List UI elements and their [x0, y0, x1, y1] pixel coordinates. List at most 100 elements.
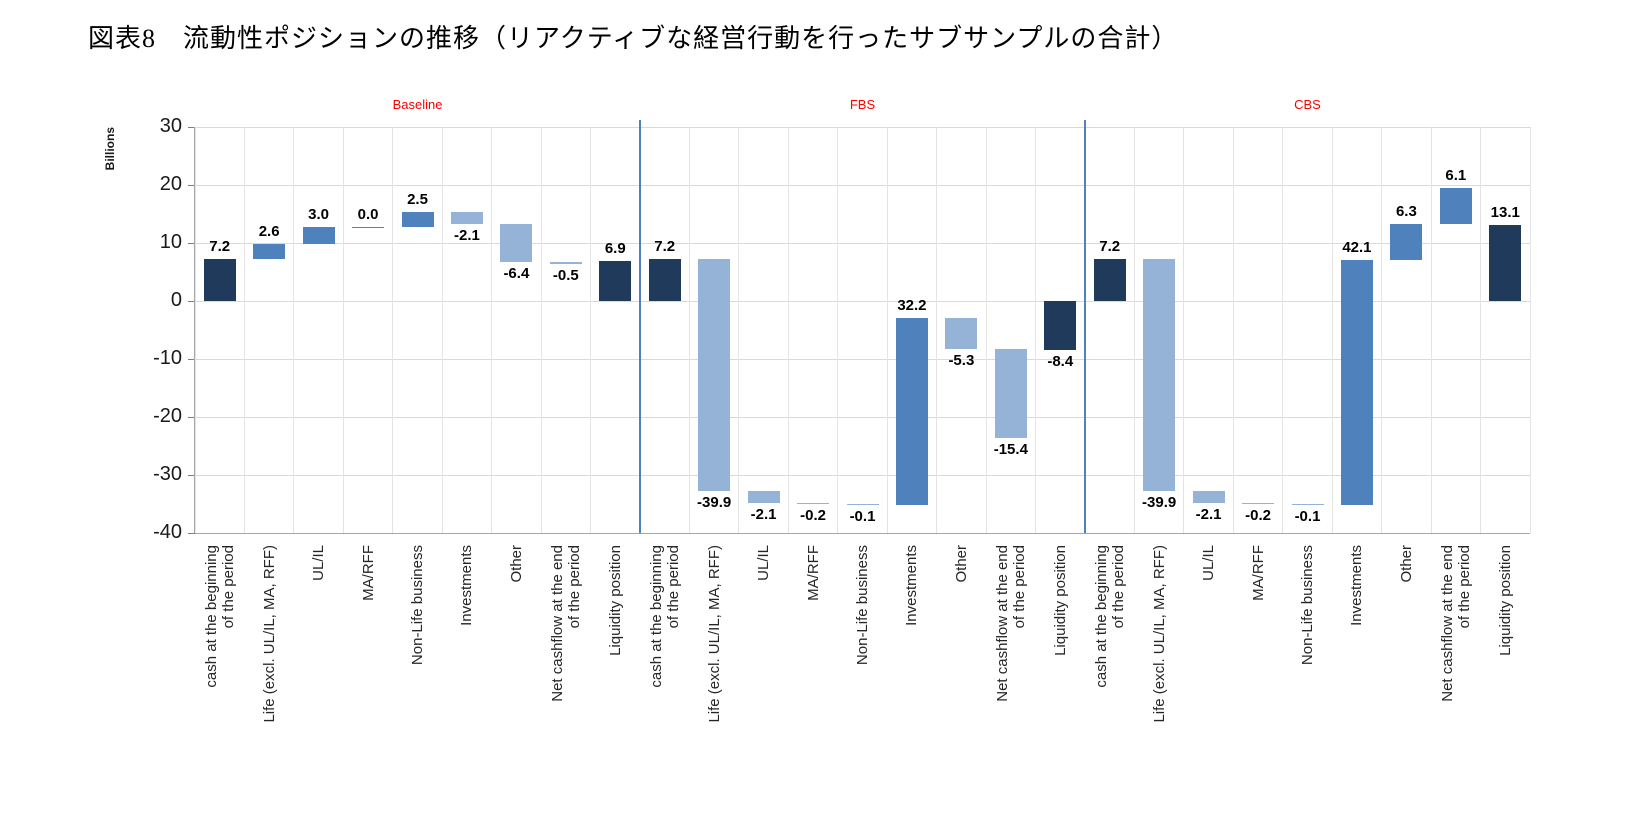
vertical-gridline — [1430, 127, 1432, 533]
category-label-fbs-1: Life (excl. UL/IL, MA, RFF) — [705, 545, 723, 723]
vertical-gridline — [837, 127, 839, 533]
gridline — [195, 474, 1530, 476]
gridline — [195, 300, 1530, 302]
category-label-fbs-2: UL/IL — [755, 545, 773, 581]
bar-cbs-5 — [1340, 260, 1373, 505]
vertical-gridline — [590, 127, 592, 533]
bar-fbs-0 — [648, 259, 681, 301]
value-label-cbs-0: 7.2 — [1099, 238, 1121, 256]
y-axis-tick — [188, 416, 195, 418]
category-label-fbs-5: Investments — [903, 545, 921, 626]
category-label-cbs-6: Other — [1397, 545, 1415, 583]
category-label-cbs-3: MA/RFF — [1249, 545, 1267, 601]
value-label-baseline-6: -6.4 — [503, 264, 530, 282]
category-label-fbs-8: Liquidity position — [1051, 545, 1069, 656]
vertical-gridline — [1381, 127, 1383, 533]
bar-cbs-7 — [1439, 188, 1472, 224]
bar-fbs-8 — [1044, 301, 1077, 350]
bar-fbs-5 — [895, 317, 928, 505]
y-axis-tick — [188, 358, 195, 360]
vertical-gridline — [491, 127, 493, 533]
vertical-gridline — [1480, 127, 1482, 533]
value-label-cbs-3: -0.2 — [1245, 507, 1271, 524]
category-label-cbs-5: Investments — [1348, 545, 1366, 626]
value-label-baseline-4: 2.5 — [407, 191, 428, 209]
gridline — [195, 184, 1530, 186]
value-label-fbs-5: 32.2 — [897, 296, 927, 314]
vertical-gridline — [688, 127, 690, 533]
value-label-cbs-6: 6.3 — [1395, 202, 1417, 220]
category-label-cbs-1: Life (excl. UL/IL, MA, RFF) — [1150, 545, 1168, 723]
bar-baseline-5 — [450, 212, 483, 225]
bar-baseline-4 — [401, 212, 434, 227]
bar-fbs-7 — [994, 348, 1027, 438]
y-axis-tick — [188, 242, 195, 244]
category-label-fbs-4: Non-Life business — [854, 545, 871, 666]
vertical-gridline — [243, 127, 245, 533]
panel-label-baseline: Baseline — [392, 97, 443, 112]
category-label-fbs-0: cash at the beginning of the period — [647, 545, 682, 688]
value-label-baseline-7: -0.5 — [552, 267, 579, 285]
gridline — [195, 358, 1530, 360]
vertical-gridline — [1133, 127, 1135, 533]
gridline — [195, 416, 1530, 418]
value-label-fbs-4: -0.1 — [849, 507, 876, 525]
category-label-baseline-5: Investments — [458, 545, 476, 626]
vertical-gridline — [738, 127, 740, 533]
value-label-fbs-6: -5.3 — [948, 351, 975, 369]
value-label-cbs-7: 6.1 — [1445, 167, 1467, 185]
y-axis-tick-label: -20 — [153, 405, 182, 427]
bar-cbs-1 — [1143, 259, 1176, 491]
bar-cbs-3 — [1242, 502, 1275, 504]
category-label-cbs-4: Non-Life business — [1299, 545, 1316, 666]
bar-baseline-8 — [599, 260, 632, 301]
category-label-fbs-7: Net cashflow at the end of the period — [993, 545, 1028, 702]
panel-label-fbs: FBS — [849, 97, 876, 112]
y-axis-tick — [188, 474, 195, 476]
category-label-cbs-0: cash at the beginning of the period — [1092, 545, 1127, 688]
value-label-cbs-1: -39.9 — [1142, 493, 1177, 511]
vertical-gridline — [540, 127, 542, 533]
y-axis-tick-label: -30 — [153, 463, 182, 485]
category-label-cbs-7: Net cashflow at the end of the period — [1438, 545, 1473, 702]
bar-cbs-6 — [1390, 223, 1423, 261]
y-axis-tick-label: -40 — [153, 521, 182, 543]
bar-fbs-6 — [945, 317, 978, 349]
category-label-baseline-8: Liquidity position — [606, 545, 624, 656]
y-axis-tick — [188, 532, 195, 534]
y-axis-tick — [188, 126, 195, 128]
y-axis-tick-label: 0 — [170, 289, 182, 311]
bar-baseline-6 — [500, 224, 533, 262]
value-label-cbs-5: 42.1 — [1342, 239, 1372, 257]
vertical-gridline — [392, 127, 394, 533]
y-axis-tick-label: 20 — [159, 173, 182, 195]
vertical-gridline — [342, 127, 344, 533]
y-axis-tick-label: -10 — [153, 347, 182, 369]
bar-fbs-4 — [846, 504, 879, 505]
value-label-fbs-8: -8.4 — [1047, 352, 1074, 370]
category-label-fbs-3: MA/RFF — [804, 545, 822, 601]
category-label-baseline-1: Life (excl. UL/IL, MA, RFF) — [260, 545, 278, 723]
y-axis-unit-label: Billions — [103, 127, 117, 171]
value-label-cbs-2: -2.1 — [1195, 505, 1222, 523]
panel-label-cbs: CBS — [1294, 97, 1321, 112]
value-label-baseline-1: 2.6 — [258, 223, 280, 241]
value-label-fbs-1: -39.9 — [697, 493, 732, 511]
vertical-gridline — [985, 127, 987, 533]
panel-separator — [639, 120, 641, 533]
vertical-gridline — [1282, 127, 1284, 533]
vertical-gridline — [293, 127, 295, 533]
category-label-baseline-2: UL/IL — [310, 545, 328, 581]
bar-fbs-3 — [797, 502, 830, 504]
category-label-baseline-3: MA/RFF — [359, 545, 377, 601]
value-label-baseline-8: 6.9 — [604, 239, 626, 257]
value-label-baseline-2: 3.0 — [308, 205, 330, 223]
value-label-cbs-4: -0.1 — [1294, 507, 1321, 525]
bar-fbs-1 — [698, 259, 731, 491]
bar-baseline-3 — [352, 226, 385, 228]
bar-baseline-1 — [253, 244, 286, 260]
vertical-gridline — [1529, 127, 1531, 533]
vertical-gridline — [1035, 127, 1037, 533]
